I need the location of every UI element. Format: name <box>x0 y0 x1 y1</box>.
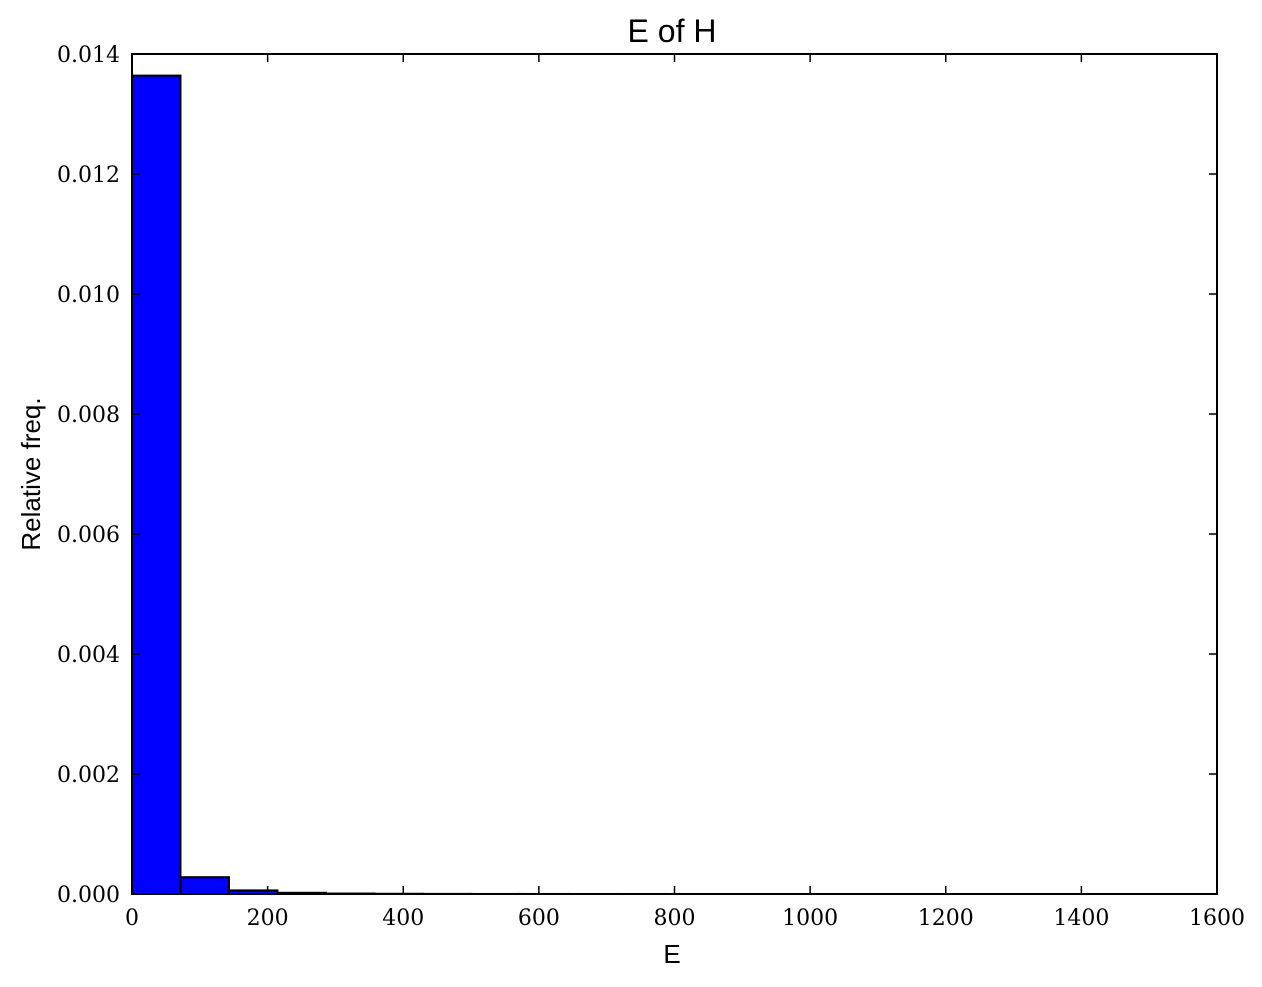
axis-ticks: 0 200 400 600 800 1000 1200 1400 1600 0.000 0.002 0… <box>57 43 1245 931</box>
y-axis-label: Relative freq. <box>16 397 46 550</box>
x-tick-label: 200 <box>247 906 289 931</box>
x-tick-label: 1000 <box>782 906 838 931</box>
x-axis-label: E <box>663 939 680 969</box>
x-tick-label: 800 <box>654 906 696 931</box>
y-tick-label: 0.006 <box>57 523 120 548</box>
x-tick-label: 1600 <box>1189 906 1245 931</box>
y-tick-label: 0.004 <box>57 643 120 668</box>
histogram-bars <box>131 74 1103 896</box>
histogram-bar <box>179 876 230 896</box>
y-tick-label: 0.014 <box>57 43 120 68</box>
y-tick-label: 0.000 <box>57 883 120 908</box>
histogram-bar <box>131 74 182 896</box>
y-tick-label: 0.012 <box>57 163 120 188</box>
x-tick-label: 1200 <box>918 906 974 931</box>
y-tick-label: 0.008 <box>57 403 120 428</box>
x-tick-label: 400 <box>382 906 424 931</box>
x-tick-label: 0 <box>125 906 139 931</box>
x-tick-label: 600 <box>518 906 560 931</box>
plot-frame <box>131 53 1218 895</box>
chart-title: E of H <box>628 13 717 49</box>
y-tick-label: 0.002 <box>57 763 120 788</box>
y-tick-label: 0.010 <box>57 283 120 308</box>
x-tick-label: 1400 <box>1053 906 1109 931</box>
